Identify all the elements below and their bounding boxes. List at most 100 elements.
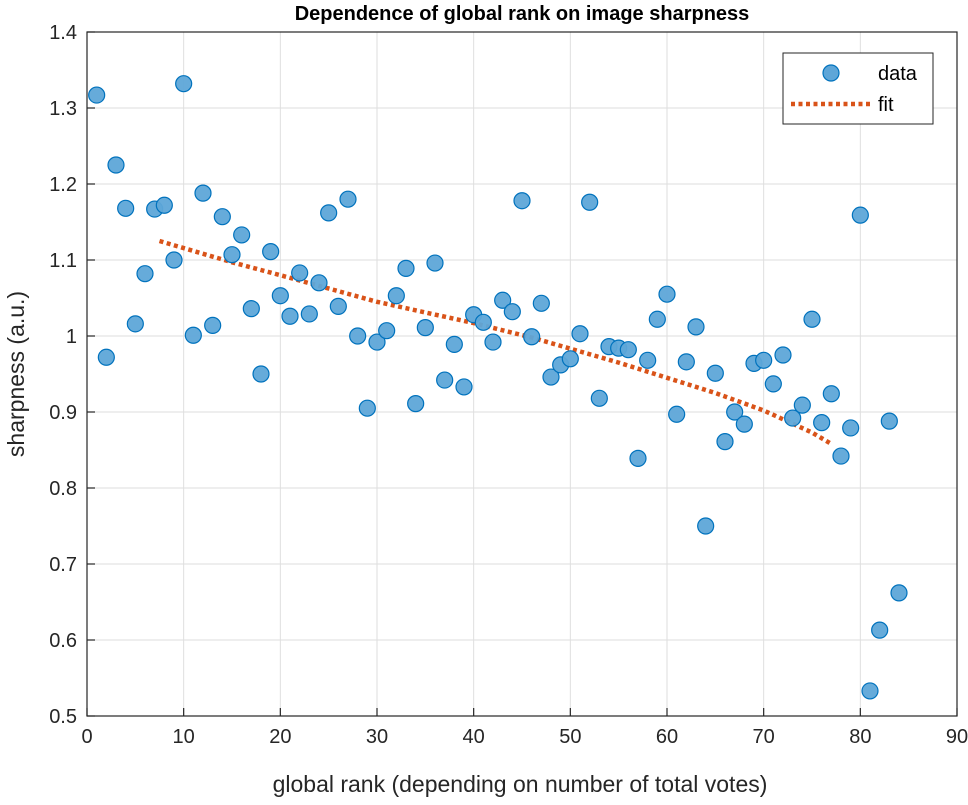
y-tick-label: 0.8: [49, 478, 77, 500]
legend-data-marker: [822, 64, 840, 82]
data-point: [648, 310, 666, 328]
data-point: [320, 204, 338, 222]
data-point: [281, 307, 299, 325]
data-point: [503, 303, 521, 321]
data-point: [532, 294, 550, 312]
data-point: [387, 287, 405, 305]
data-point: [339, 190, 357, 208]
data-point: [397, 259, 415, 277]
y-tick-label: 0.9: [49, 402, 77, 424]
y-tick-label: 0.7: [49, 554, 77, 576]
data-point: [716, 433, 734, 451]
data-point: [242, 300, 260, 318]
data-point: [136, 265, 154, 283]
data-point: [735, 415, 753, 433]
data-point: [204, 316, 222, 334]
data-point: [455, 378, 473, 396]
data-point: [629, 449, 647, 467]
x-tick-label: 40: [463, 726, 485, 748]
data-point: [581, 193, 599, 211]
data-point: [445, 335, 463, 353]
x-tick-label: 30: [366, 726, 388, 748]
data-point: [97, 348, 115, 366]
y-axis-label: sharpness (a.u.): [3, 291, 29, 457]
fit-line: [158, 238, 833, 446]
data-point: [561, 350, 579, 368]
x-tick-label: 80: [849, 726, 871, 748]
data-point: [233, 226, 251, 244]
data-point: [223, 246, 241, 264]
y-tick-label: 0.5: [49, 706, 77, 728]
data-point: [126, 315, 144, 333]
data-point: [697, 517, 715, 535]
data-point: [890, 584, 908, 602]
data-point: [262, 243, 280, 261]
chart-title: Dependence of global rank on image sharp…: [295, 3, 750, 25]
x-tick-label: 70: [753, 726, 775, 748]
data-point: [300, 305, 318, 323]
data-point: [155, 196, 173, 214]
data-point: [803, 310, 821, 328]
data-point: [474, 313, 492, 331]
data-point: [378, 322, 396, 340]
data-point: [194, 184, 212, 202]
grid: [86, 31, 958, 717]
data-point: [784, 409, 802, 427]
data-point: [416, 319, 434, 337]
data-point: [523, 328, 541, 346]
data-point: [117, 199, 135, 217]
x-tick-label: 20: [269, 726, 291, 748]
data-point: [484, 333, 502, 351]
data-point: [571, 325, 589, 343]
x-tick-label: 50: [559, 726, 581, 748]
data-point: [184, 326, 202, 344]
data-point: [764, 375, 782, 393]
data-point: [842, 419, 860, 437]
y-tick-label: 1.2: [49, 174, 77, 196]
plot-frame: [86, 31, 958, 717]
x-axis-label: global rank (depending on number of tota…: [273, 771, 768, 797]
y-tick-label: 1.3: [49, 98, 77, 120]
data-point: [871, 621, 889, 639]
y-tick-label: 1.4: [49, 22, 77, 44]
data-point: [310, 274, 328, 292]
data-point: [677, 353, 695, 371]
y-tick-label: 1.1: [49, 250, 77, 272]
fit-series: [158, 238, 833, 446]
legend-label-data: data: [878, 63, 918, 85]
data-point: [368, 333, 386, 351]
data-point: [706, 364, 724, 382]
data-point: [755, 351, 773, 369]
data-point: [358, 399, 376, 417]
data-point: [861, 682, 879, 700]
data-point: [349, 327, 367, 345]
data-point: [213, 208, 231, 226]
data-point: [619, 341, 637, 359]
data-series: [88, 75, 908, 700]
data-point: [658, 285, 676, 303]
data-point: [436, 371, 454, 389]
axis-ticks: 0 10 20 30 40 50 60 70 80 90 0.5 0.6 0.7 0.8 0.9 1 1.1 1.…: [49, 22, 968, 748]
legend: data fit: [782, 52, 934, 125]
legend-box: [782, 52, 934, 125]
data-point: [407, 395, 425, 413]
data-point: [832, 447, 850, 465]
data-point: [107, 156, 125, 174]
data-point: [590, 389, 608, 407]
data-point: [880, 412, 898, 430]
y-tick-label: 0.6: [49, 630, 77, 652]
data-point: [822, 385, 840, 403]
data-point: [793, 396, 811, 414]
data-point: [726, 403, 744, 421]
data-point: [687, 318, 705, 336]
data-point: [774, 346, 792, 364]
data-point: [668, 405, 686, 423]
data-point: [329, 297, 347, 315]
data-point: [291, 264, 309, 282]
data-point: [271, 287, 289, 305]
data-point: [175, 75, 193, 93]
data-point: [88, 86, 106, 104]
x-tick-label: 60: [656, 726, 678, 748]
legend-label-fit: fit: [878, 94, 894, 116]
